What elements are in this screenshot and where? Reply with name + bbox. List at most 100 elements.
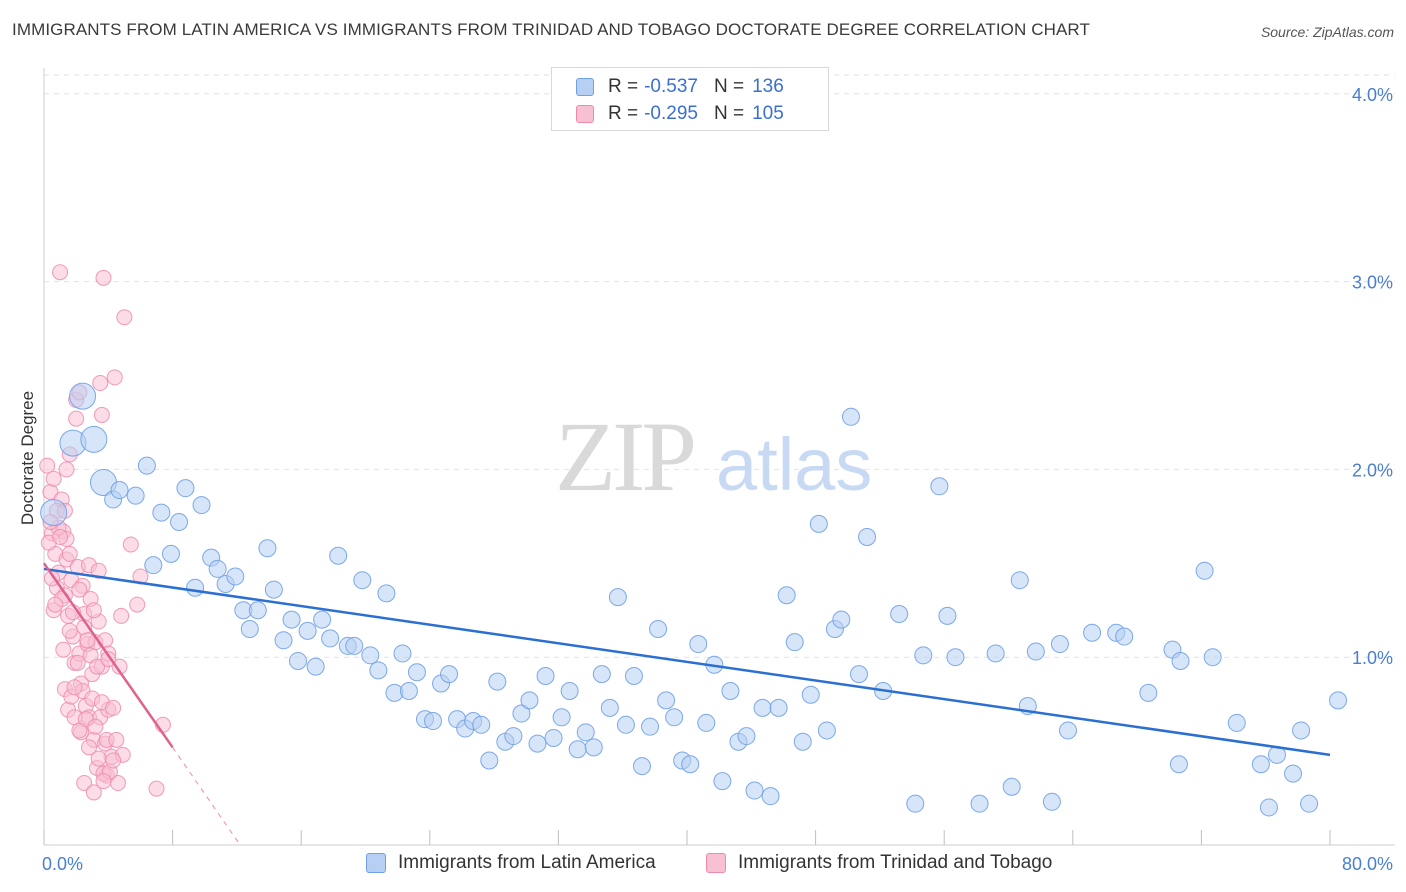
- y-tick-label: 1.0%: [1352, 648, 1393, 668]
- data-point-latin-america: [1171, 651, 1190, 670]
- data-point-latin-america: [264, 580, 283, 599]
- y-tick-label: 2.0%: [1352, 460, 1393, 480]
- legend-item-trinidad[interactable]: Immigrants from Trinidad and Tobago: [706, 852, 1052, 874]
- data-point-latin-america: [890, 605, 909, 623]
- data-point-latin-america: [321, 629, 340, 648]
- data-point-latin-america: [1042, 792, 1061, 811]
- legend-r-label: R =: [608, 103, 639, 124]
- legend-swatch-blue: [366, 853, 386, 873]
- data-point-latin-america: [745, 781, 764, 800]
- data-point-latin-america: [504, 727, 523, 746]
- data-point-latin-america: [399, 682, 418, 700]
- data-point-latin-america: [544, 728, 563, 747]
- data-point-latin-america: [785, 633, 804, 652]
- data-point-trinidad: [58, 461, 75, 478]
- data-point-latin-america: [1026, 642, 1045, 661]
- trend-line-latin-america: [43, 567, 1331, 757]
- data-point-trinidad: [106, 369, 123, 386]
- data-point-latin-america: [258, 539, 277, 558]
- data-point-latin-america: [632, 757, 651, 776]
- data-point-trinidad: [52, 264, 69, 281]
- data-point-latin-america: [713, 772, 732, 791]
- data-point-trinidad: [97, 632, 114, 649]
- data-point-latin-america: [69, 382, 97, 410]
- data-point-trinidad: [79, 632, 96, 649]
- data-point-trinidad: [66, 679, 83, 696]
- data-point-latin-america: [568, 740, 587, 759]
- data-point-latin-america: [1251, 755, 1270, 774]
- data-point-latin-america: [512, 704, 531, 723]
- data-point-trinidad: [148, 780, 165, 797]
- data-point-latin-america: [137, 456, 156, 475]
- data-point-latin-america: [697, 713, 716, 732]
- legend-swatch-blue: [576, 78, 594, 96]
- data-point-latin-america: [1329, 691, 1348, 710]
- y-tick-label: 4.0%: [1352, 85, 1393, 105]
- data-point-latin-america: [536, 666, 555, 685]
- data-point-latin-america: [721, 682, 740, 700]
- data-point-latin-america: [946, 648, 965, 667]
- data-point-trinidad: [116, 309, 133, 326]
- y-tick-label: 3.0%: [1352, 273, 1393, 293]
- data-point-latin-america: [906, 794, 925, 813]
- legend-row-latin-america: R = -0.537 N = 136: [576, 75, 784, 99]
- trend-line-trinidad: [42, 562, 174, 749]
- data-point-trinidad: [61, 545, 78, 562]
- data-point-latin-america: [832, 610, 851, 629]
- watermark-atlas: atlas: [716, 423, 872, 506]
- legend-r-label: R =: [608, 76, 639, 97]
- data-point-latin-america: [393, 644, 412, 663]
- data-point-latin-america: [520, 691, 539, 710]
- chart-source: Source: ZipAtlas.com: [1260, 24, 1394, 40]
- data-point-trinidad: [71, 581, 88, 598]
- watermark: ZIP atlas: [555, 401, 872, 512]
- watermark-zip: ZIP: [555, 401, 693, 512]
- data-point-trinidad: [71, 722, 88, 739]
- data-point-trinidad: [113, 607, 130, 624]
- data-point-latin-america: [288, 651, 307, 670]
- data-point-latin-america: [248, 601, 267, 620]
- data-point-latin-america: [472, 715, 491, 734]
- x-tick-label: 0.0%: [42, 854, 83, 874]
- data-point-latin-america: [649, 620, 668, 639]
- data-point-trinidad: [55, 641, 72, 658]
- data-point-latin-america: [608, 588, 627, 607]
- data-point-trinidad: [61, 622, 78, 639]
- legend-r-value: -0.295: [644, 103, 698, 124]
- data-point-latin-america: [176, 479, 195, 498]
- x-tick-label: 80.0%: [1342, 854, 1393, 874]
- series-latin-america-points: [40, 382, 1348, 817]
- data-point-trinidad: [81, 739, 98, 756]
- legend-n-value: 105: [752, 103, 784, 124]
- legend-item-latin-america[interactable]: Immigrants from Latin America: [366, 852, 656, 874]
- data-point-latin-america: [240, 620, 259, 639]
- data-point-latin-america: [930, 477, 949, 496]
- data-point-latin-america: [361, 646, 380, 665]
- data-point-latin-america: [552, 708, 571, 727]
- legend-n-label: N =: [713, 103, 745, 124]
- data-point-latin-america: [1292, 721, 1311, 740]
- data-point-latin-america: [1010, 571, 1029, 590]
- data-point-latin-america: [110, 481, 129, 500]
- data-point-latin-america: [657, 691, 676, 710]
- data-point-latin-america: [665, 708, 684, 727]
- data-point-trinidad: [111, 658, 128, 675]
- data-point-latin-america: [1002, 777, 1021, 796]
- data-point-latin-america: [986, 644, 1005, 663]
- data-point-latin-america: [369, 661, 388, 680]
- data-point-latin-america: [298, 621, 317, 640]
- data-point-trinidad: [108, 731, 125, 748]
- data-point-latin-america: [858, 528, 877, 546]
- data-point-trinidad: [93, 406, 110, 423]
- data-point-latin-america: [40, 499, 68, 527]
- data-point-latin-america: [841, 407, 860, 426]
- data-point-latin-america: [1195, 561, 1214, 580]
- data-point-trinidad: [69, 654, 86, 671]
- data-point-latin-america: [345, 636, 364, 655]
- data-point-latin-america: [306, 657, 325, 676]
- data-point-latin-america: [793, 732, 812, 751]
- data-point-latin-america: [1227, 713, 1246, 732]
- data-point-latin-america: [152, 503, 171, 522]
- data-point-latin-america: [616, 715, 635, 734]
- data-point-trinidad: [89, 658, 106, 675]
